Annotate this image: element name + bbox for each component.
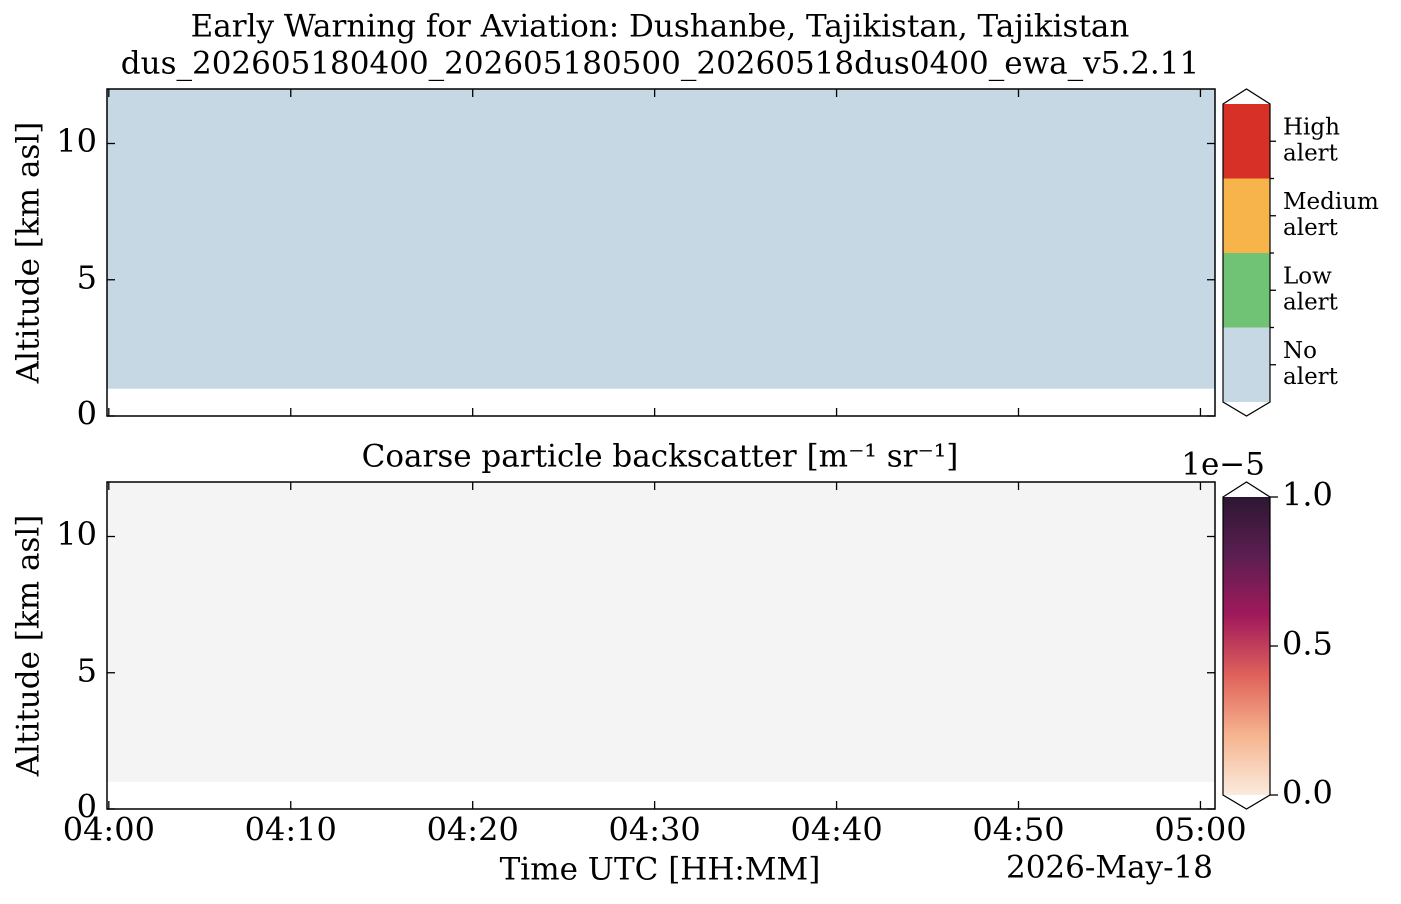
y-tick-label: 0 bbox=[77, 788, 97, 826]
colorbar-tick-label: 0.0 bbox=[1282, 774, 1333, 812]
colorbar-swatch bbox=[1223, 327, 1270, 402]
x-axis-label: Time UTC [HH:MM] bbox=[500, 852, 821, 888]
data-field bbox=[107, 482, 1215, 782]
panel-title: Coarse particle backscatter [m⁻¹ sr⁻¹] bbox=[362, 439, 959, 475]
colorbar-gradient bbox=[1223, 497, 1270, 795]
colorbar-outline bbox=[1222, 88, 1271, 417]
y-tick-label: 0 bbox=[77, 395, 97, 433]
axes-frame bbox=[106, 88, 1216, 417]
x-tick-label: 04:30 bbox=[609, 811, 701, 849]
y-tick-label: 5 bbox=[77, 258, 97, 296]
x-tick-label: 04:40 bbox=[790, 811, 882, 849]
colorbar-swatch bbox=[1223, 104, 1270, 179]
x-tick-label: 04:00 bbox=[63, 811, 155, 849]
date-label: 2026-May-18 bbox=[1006, 850, 1213, 886]
data-field bbox=[107, 89, 1215, 389]
y-tick-label: 10 bbox=[56, 515, 97, 553]
y-tick-label: 10 bbox=[56, 122, 97, 160]
y-axis-label: Altitude [km asl] bbox=[11, 515, 47, 778]
colorbar-swatch bbox=[1223, 178, 1270, 253]
chart-subtitle: dus_202605180400_202605180500_20260518du… bbox=[121, 46, 1199, 82]
axes-frame bbox=[106, 481, 1216, 810]
x-tick-label: 04:10 bbox=[245, 811, 337, 849]
colorbar-tick-label: 0.5 bbox=[1282, 625, 1333, 663]
chart-title: Early Warning for Aviation: Dushanbe, Ta… bbox=[191, 9, 1130, 45]
colorbar-label: No alert bbox=[1283, 338, 1339, 390]
x-tick-label: 04:20 bbox=[427, 811, 519, 849]
y-axis-label: Altitude [km asl] bbox=[11, 122, 47, 385]
x-tick-label: 05:00 bbox=[1154, 811, 1246, 849]
y-tick-label: 5 bbox=[77, 651, 97, 689]
colorbar-swatch bbox=[1223, 253, 1270, 328]
colorbar-outline bbox=[1222, 481, 1271, 810]
colorbar-multiplier: 1e−5 bbox=[1181, 447, 1265, 483]
colorbar-label: High alert bbox=[1283, 114, 1340, 166]
colorbar-label: Low alert bbox=[1283, 263, 1339, 315]
colorbar-tick-label: 1.0 bbox=[1282, 476, 1333, 514]
colorbar-label: Medium alert bbox=[1283, 189, 1379, 241]
x-tick-label: 04:50 bbox=[972, 811, 1064, 849]
